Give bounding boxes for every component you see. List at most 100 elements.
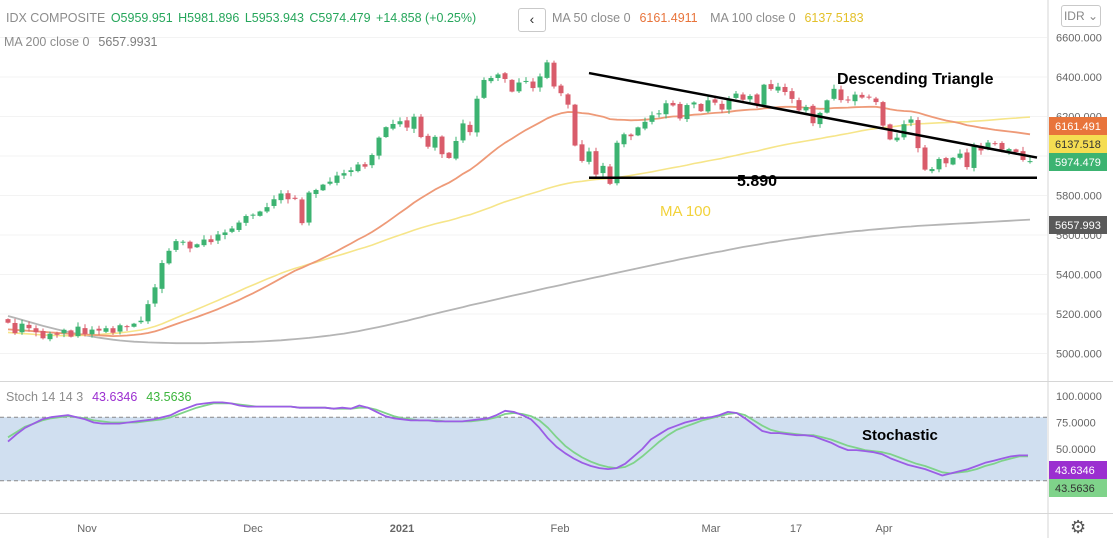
- candle-body: [957, 153, 963, 158]
- candle-body: [215, 234, 221, 241]
- candle-body: [460, 123, 466, 141]
- stoch-overbought-oversold-band: [0, 417, 1047, 481]
- candle: [670, 100, 676, 107]
- candle-body: [432, 136, 438, 148]
- price-axis-tags: 6161.491 6137.518 5974.479 5657.993 43.6346 4…: [1049, 117, 1107, 497]
- price-tick-label: 5200.000: [1056, 309, 1102, 321]
- candle-body: [334, 175, 340, 183]
- ma200-price-tag-bg: [1049, 216, 1107, 234]
- candle-body: [579, 144, 585, 161]
- candle-body: [887, 124, 893, 140]
- candle: [586, 147, 592, 165]
- candle-body: [439, 136, 445, 155]
- candle: [376, 136, 382, 160]
- candle: [425, 133, 431, 149]
- ma50-series: [7, 105, 1031, 338]
- candle-body: [159, 263, 165, 289]
- stochastic-label: Stochastic: [862, 427, 938, 444]
- settings-button[interactable]: ⚙: [1070, 517, 1086, 538]
- candle: [299, 197, 305, 226]
- candle-body: [691, 102, 697, 105]
- candle-body: [488, 77, 494, 82]
- candle: [362, 162, 368, 169]
- candle: [523, 77, 529, 84]
- candle-body: [243, 216, 249, 223]
- candle-body: [222, 232, 228, 235]
- ma50-legend-value: 6161.4911: [639, 11, 698, 25]
- currency-label: IDR: [1063, 9, 1085, 23]
- candle: [124, 324, 130, 331]
- ma200-price-tag: 5657.993: [1049, 216, 1107, 234]
- candle: [446, 151, 452, 159]
- candle: [971, 142, 977, 172]
- candle: [5, 318, 11, 324]
- candle-body: [894, 137, 900, 141]
- candle-body: [502, 73, 508, 79]
- candle: [439, 135, 445, 159]
- candle-body: [390, 124, 396, 129]
- candle-body: [257, 211, 263, 216]
- candle: [313, 188, 319, 198]
- candle-body: [873, 98, 879, 103]
- candle: [649, 111, 655, 125]
- candle: [47, 331, 53, 342]
- candle: [173, 239, 179, 253]
- candle: [306, 190, 312, 226]
- candle-body: [446, 152, 452, 158]
- time-tick-label: Dec: [243, 523, 263, 535]
- candle: [845, 96, 851, 104]
- candle-body: [250, 214, 256, 216]
- candle: [691, 101, 697, 109]
- candle-body: [852, 94, 858, 102]
- chevron-down-icon: ⌄: [1087, 9, 1099, 23]
- candle: [208, 235, 214, 245]
- candle-body: [376, 137, 382, 156]
- time-axis: Nov Dec 2021 Feb Mar 17 Apr: [77, 523, 893, 535]
- candle: [642, 117, 648, 131]
- candle-body: [985, 142, 991, 149]
- candle: [236, 220, 242, 233]
- candle-body: [922, 147, 928, 170]
- candle-body: [467, 124, 473, 133]
- ma-legend-row2: MA 200 close 0 5657.9931: [4, 35, 160, 49]
- candle-body: [551, 62, 557, 87]
- candle: [873, 96, 879, 106]
- currency-selector[interactable]: IDR ⌄: [1061, 5, 1101, 27]
- candle: [327, 177, 333, 186]
- candle-body: [775, 86, 781, 91]
- descending-trendline: [588, 71, 1038, 159]
- time-tick-label: Nov: [77, 523, 97, 535]
- candle-body: [292, 197, 298, 199]
- ma50-price-tag-bg: [1049, 117, 1107, 135]
- time-tick-label: 17: [790, 523, 802, 535]
- candle-body: [670, 102, 676, 106]
- ma200-price-tag-text: 5657.993: [1055, 220, 1101, 232]
- candle-body: [600, 165, 606, 174]
- candle-body: [271, 199, 277, 206]
- candle-body: [138, 320, 144, 323]
- candle-body: [194, 244, 200, 248]
- candle-body: [992, 143, 998, 145]
- candle-body: [999, 142, 1005, 150]
- candle: [663, 100, 669, 119]
- candle: [803, 104, 809, 113]
- candle-body: [712, 99, 718, 103]
- stoch-k-tag-bg: [1049, 461, 1107, 479]
- chevron-left-icon: ‹: [529, 11, 535, 27]
- candle: [936, 157, 942, 173]
- candle-body: [110, 328, 116, 333]
- candle: [68, 329, 74, 338]
- stoch-k-series: [7, 401, 1028, 477]
- candle: [733, 91, 739, 100]
- candle-body: [313, 189, 319, 195]
- collapse-legend-button[interactable]: ‹: [518, 8, 546, 32]
- candle: [390, 119, 396, 131]
- candle-body: [1013, 149, 1019, 153]
- ma50-legend-label: MA 50 close 0: [552, 11, 631, 25]
- candle: [292, 195, 298, 201]
- candle: [992, 141, 998, 146]
- candle: [131, 322, 137, 328]
- stoch-k-value: 43.6346: [92, 390, 138, 404]
- candle-body: [208, 239, 214, 243]
- candle-body: [950, 157, 956, 165]
